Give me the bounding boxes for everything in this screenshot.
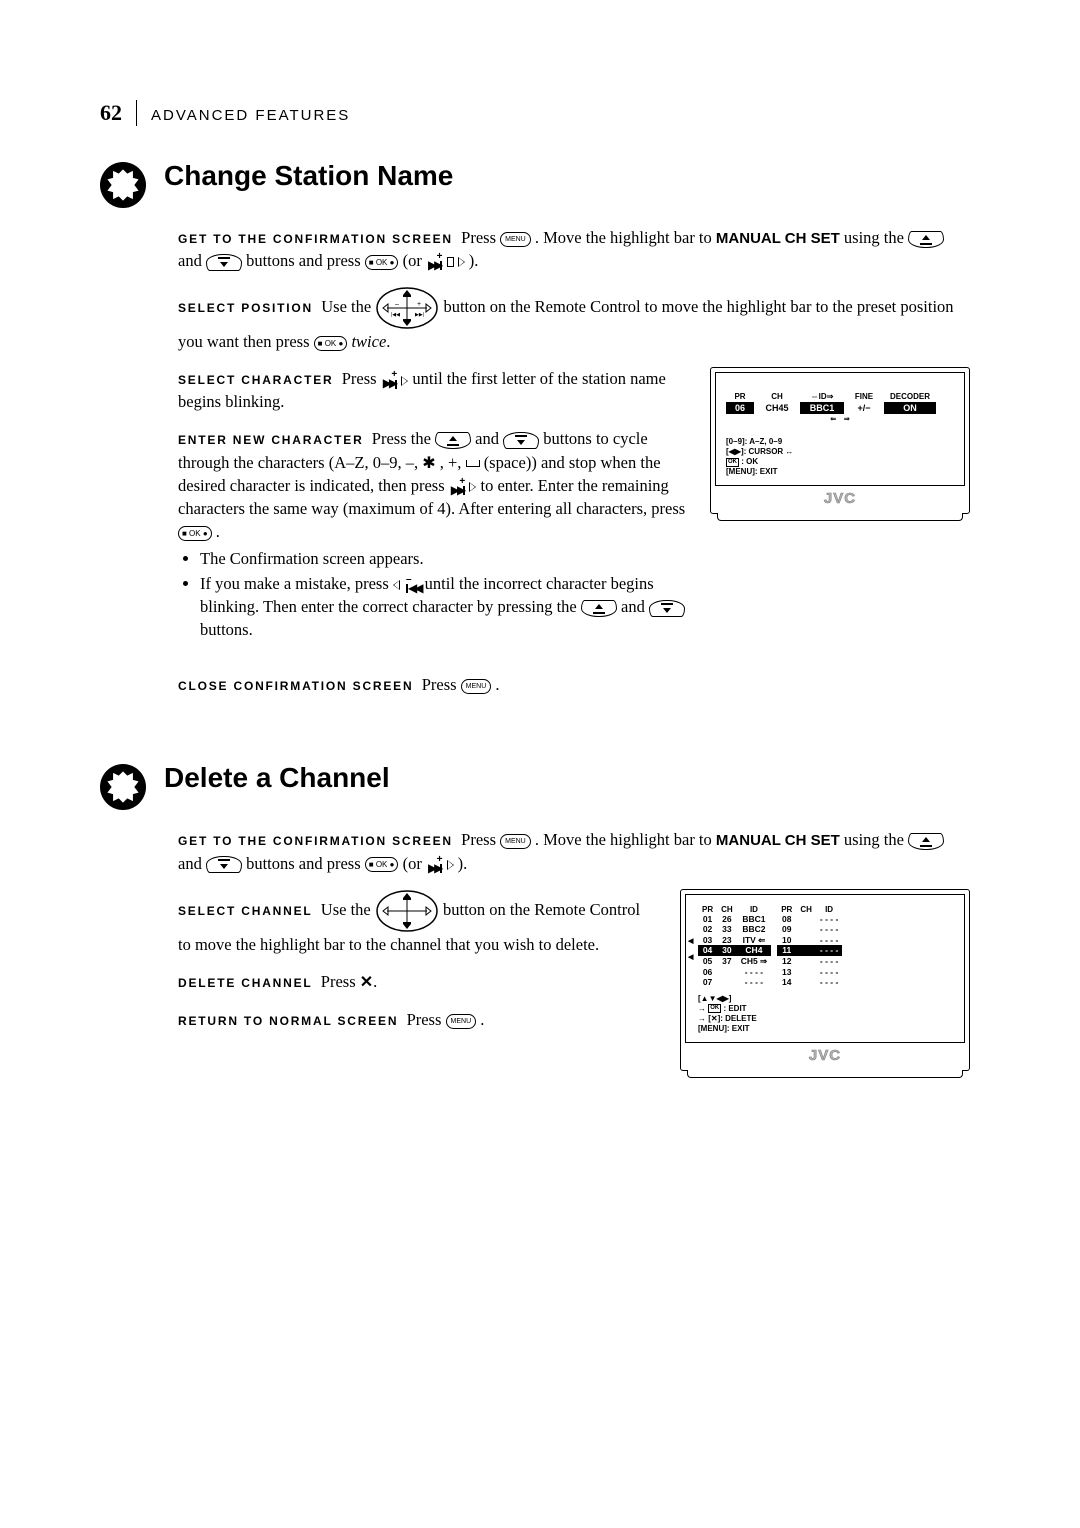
section-title: Change Station Name [164,160,970,192]
svg-text:|◀◀: |◀◀ [391,312,400,318]
ok-button-icon: ■ OK ● [178,526,212,541]
down-button-icon [649,600,685,617]
svg-text:+: + [417,301,421,308]
menu-button-icon: MENU [446,1014,477,1029]
space-char-icon [466,460,480,467]
down-button-icon [503,432,539,449]
down-button-icon [206,254,242,271]
skip-fwd-icon: +▶▶ [426,254,442,270]
star-icon [100,764,146,810]
dpad-icon: – + ▶▶| |◀◀ [375,286,439,330]
section-change-station-name: Change Station Name GET TO THE CONFIRMAT… [100,158,970,710]
skip-fwd-icon: +▶▶ [449,479,465,495]
dpad-icon [375,889,439,933]
osd-arrows: ⇐ ⇒ [726,415,954,423]
up-button-icon [435,432,471,449]
page: 62 ADVANCED FEATURES Change Station Name… [0,0,1080,1221]
right-triangle-icon [447,257,454,267]
up-button-icon [581,600,617,617]
svg-text:▶▶|: ▶▶| [415,312,424,318]
section-title: Delete a Channel [164,762,970,794]
menu-button-icon: MENU [461,679,492,694]
step-select-channel: SELECT CHANNEL Use the [178,889,656,956]
channel-table: PRCHID 0126BBC10233BBC20323ITV ⇐0430CH40… [698,905,952,988]
skip-back-icon: –◀◀ [404,577,420,593]
ok-button-icon: ■ OK ● [365,255,399,270]
down-button-icon [206,856,242,873]
step-delete-channel: DELETE CHANNEL Press ✕. [178,970,656,994]
skip-fwd-icon: +▶▶ [381,372,397,388]
osd-data-row: 06 CH45 BBC1 +/− ON [726,402,954,414]
ok-button-icon: ■ OK ● [314,336,348,351]
section-delete-channel: Delete a Channel GET TO THE CONFIRMATION… [100,760,970,1071]
step-return-normal: RETURN TO NORMAL SCREEN Press MENU . [178,1008,656,1031]
step-get-to-confirmation: GET TO THE CONFIRMATION SCREEN Press MEN… [178,226,970,272]
skip-fwd-icon: +▶▶ [426,857,442,873]
osd-legend: [▲▼◀▶] → OK : EDIT → [✕]: DELETE [MENU]:… [698,994,952,1034]
ok-button-icon: ■ OK ● [365,857,399,872]
tv-figure-channel-list: ◀ ◀ PRCHID 0126BBC10233BBC20323ITV ⇐0430… [680,889,970,1071]
svg-text:–: – [395,301,399,308]
star-char-icon: ✱ [422,459,435,469]
menu-button-icon: MENU [500,834,531,849]
x-button-icon: ✕ [360,972,373,994]
step-get-to-confirmation: GET TO THE CONFIRMATION SCREEN Press MEN… [178,828,970,874]
step-enter-new-character: ENTER NEW CHARACTER Press the and button… [178,427,686,641]
header-title: ADVANCED FEATURES [151,107,350,124]
bullet: If you make a mistake, press –◀◀ until t… [200,572,686,641]
osd-legend: [0–9]: A–Z, 0–9 [◀▶]: CURSOR ↔ OK : OK [… [726,437,954,477]
step-select-position: SELECT POSITION Use the [178,286,970,353]
jvc-logo: JVC [715,486,965,509]
left-triangle-icon [393,580,400,590]
header-divider [136,100,137,126]
jvc-logo: JVC [685,1043,965,1066]
bullet: The Confirmation screen appears. [200,547,686,570]
star-icon [100,162,146,208]
step-select-character: SELECT CHARACTER Press +▶▶ until the fir… [178,367,686,413]
page-number: 62 [100,100,122,126]
step-close-confirmation: CLOSE CONFIRMATION SCREEN Press MENU . [178,673,970,696]
page-header: 62 ADVANCED FEATURES [100,100,970,126]
up-button-icon [908,833,944,850]
tv-figure-station-name: PR CH ⇔ID⇒ FINE DECODER 06 CH45 BBC1 [710,367,970,514]
osd-header-row: PR CH ⇔ID⇒ FINE DECODER [726,391,954,402]
menu-button-icon: MENU [500,232,531,247]
up-button-icon [908,231,944,248]
